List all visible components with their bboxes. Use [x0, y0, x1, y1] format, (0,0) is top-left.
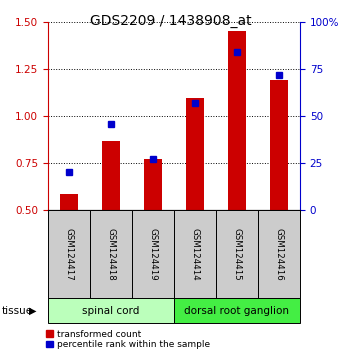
Bar — [48, 210, 90, 298]
Text: spinal cord: spinal cord — [82, 306, 140, 315]
Bar — [144, 159, 162, 210]
Text: GSM124414: GSM124414 — [191, 228, 199, 280]
Text: ▶: ▶ — [29, 306, 36, 315]
Bar — [132, 210, 174, 298]
Text: GSM124415: GSM124415 — [233, 228, 241, 280]
Bar — [258, 210, 300, 298]
Bar — [216, 210, 258, 298]
Text: GSM124416: GSM124416 — [275, 228, 283, 280]
Bar — [90, 210, 132, 298]
Text: GSM124419: GSM124419 — [148, 228, 158, 280]
Bar — [227, 32, 247, 210]
Bar — [269, 80, 288, 210]
Text: GDS2209 / 1438908_at: GDS2209 / 1438908_at — [90, 14, 251, 28]
Text: dorsal root ganglion: dorsal root ganglion — [184, 306, 290, 315]
Bar — [174, 298, 300, 323]
Bar — [60, 194, 78, 210]
Bar — [186, 98, 205, 210]
Bar — [102, 141, 120, 210]
Legend: transformed count, percentile rank within the sample: transformed count, percentile rank withi… — [46, 330, 210, 349]
Text: tissue: tissue — [2, 306, 33, 315]
Text: GSM124417: GSM124417 — [64, 228, 74, 280]
Text: GSM124418: GSM124418 — [106, 228, 116, 280]
Bar — [48, 298, 174, 323]
Bar — [174, 210, 216, 298]
